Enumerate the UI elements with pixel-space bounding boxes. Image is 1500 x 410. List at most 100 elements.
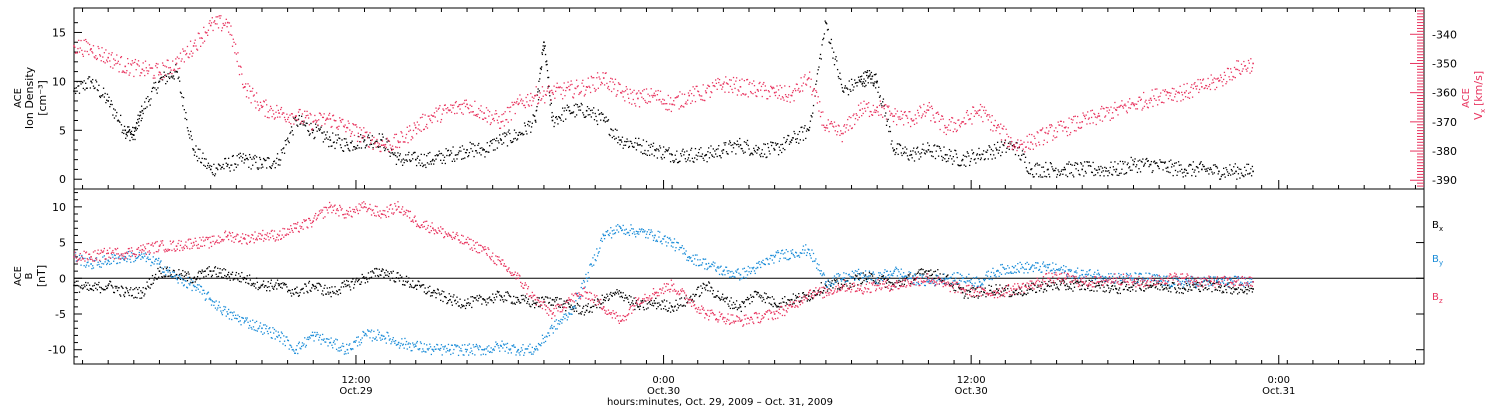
data-dot (372, 271, 374, 273)
data-dot (181, 58, 183, 60)
data-dot (1134, 158, 1136, 160)
data-dot (982, 109, 985, 112)
data-dot (652, 96, 654, 98)
data-dot (1070, 171, 1073, 174)
data-dot (908, 159, 910, 161)
data-dot (853, 285, 855, 288)
data-dot (772, 86, 774, 88)
data-dot (474, 297, 476, 299)
data-dot (803, 294, 805, 296)
data-dot (559, 306, 561, 308)
data-dot (863, 78, 865, 80)
data-dot (506, 134, 508, 136)
data-dot (1029, 173, 1031, 175)
data-dot (506, 299, 508, 302)
data-point (654, 94, 656, 97)
data-dot (898, 279, 900, 282)
data-dot (238, 65, 240, 67)
data-dot (1184, 96, 1187, 98)
data-dot (1112, 166, 1114, 168)
data-dot (559, 86, 561, 88)
data-dot (342, 286, 345, 288)
data-dot (1244, 174, 1247, 176)
data-dot (1045, 176, 1048, 178)
data-dot (662, 308, 665, 310)
data-dot (697, 286, 699, 289)
data-dot (683, 151, 686, 153)
data-dot (872, 82, 874, 84)
data-dot (1130, 286, 1132, 288)
data-dot (276, 104, 278, 107)
data-dot (696, 288, 698, 291)
data-dot (812, 89, 815, 91)
data-dot (134, 296, 137, 298)
data-dot (292, 116, 294, 118)
data-dot (922, 113, 924, 115)
data-point (568, 88, 571, 91)
data-dot (709, 152, 711, 154)
data-dot (604, 121, 607, 123)
data-dot (915, 117, 917, 120)
data-point (602, 298, 605, 301)
data-dot (594, 304, 596, 306)
data-dot (1225, 83, 1227, 85)
data-dot (360, 281, 363, 283)
data-dot (1156, 288, 1159, 290)
data-dot (735, 80, 737, 82)
data-dot (347, 280, 349, 283)
data-dot (796, 83, 798, 86)
data-dot (1121, 100, 1123, 102)
data-dot (1100, 108, 1102, 110)
data-dot (231, 271, 234, 273)
data-dot (926, 109, 928, 111)
data-dot (299, 291, 301, 294)
data-dot (795, 83, 798, 85)
data-dot (341, 139, 343, 141)
data-dot (527, 123, 529, 126)
data-dot (513, 295, 515, 298)
data-dot (1156, 104, 1159, 106)
data-dot (303, 120, 305, 122)
data-dot (177, 276, 179, 279)
data-dot (170, 76, 172, 78)
data-dot (669, 161, 672, 163)
data-point (534, 302, 537, 305)
data-dot (384, 143, 387, 146)
data-dot (902, 124, 905, 126)
data-dot (450, 111, 453, 113)
data-dot (891, 282, 893, 284)
data-dot (200, 161, 202, 163)
data-dot (510, 119, 513, 121)
data-dot (1021, 295, 1024, 297)
data-dot (884, 104, 886, 106)
data-dot (343, 138, 346, 140)
data-dot (250, 102, 252, 104)
data-dot (1066, 130, 1068, 133)
data-dot (1058, 289, 1060, 291)
data-dot (434, 292, 436, 294)
data-dot (158, 276, 160, 278)
data-dot (184, 117, 186, 120)
data-dot (691, 298, 693, 301)
data-dot (74, 281, 76, 283)
data-point (790, 139, 793, 141)
data-dot (1066, 285, 1069, 287)
data-dot (1209, 281, 1211, 283)
data-dot (1174, 96, 1176, 98)
data-dot (418, 124, 420, 126)
data-dot (718, 81, 720, 84)
data-dot (540, 68, 542, 71)
data-dot (706, 87, 708, 89)
data-dot (972, 287, 974, 289)
data-dot (1054, 169, 1056, 172)
data-dot (590, 75, 593, 78)
data-dot (856, 114, 858, 117)
data-dot (459, 146, 461, 149)
data-dot (451, 304, 453, 306)
data-dot (649, 303, 652, 305)
data-dot (181, 96, 183, 98)
data-dot (594, 90, 596, 92)
data-dot (484, 299, 486, 301)
data-dot (607, 299, 610, 302)
data-dot (241, 277, 244, 279)
